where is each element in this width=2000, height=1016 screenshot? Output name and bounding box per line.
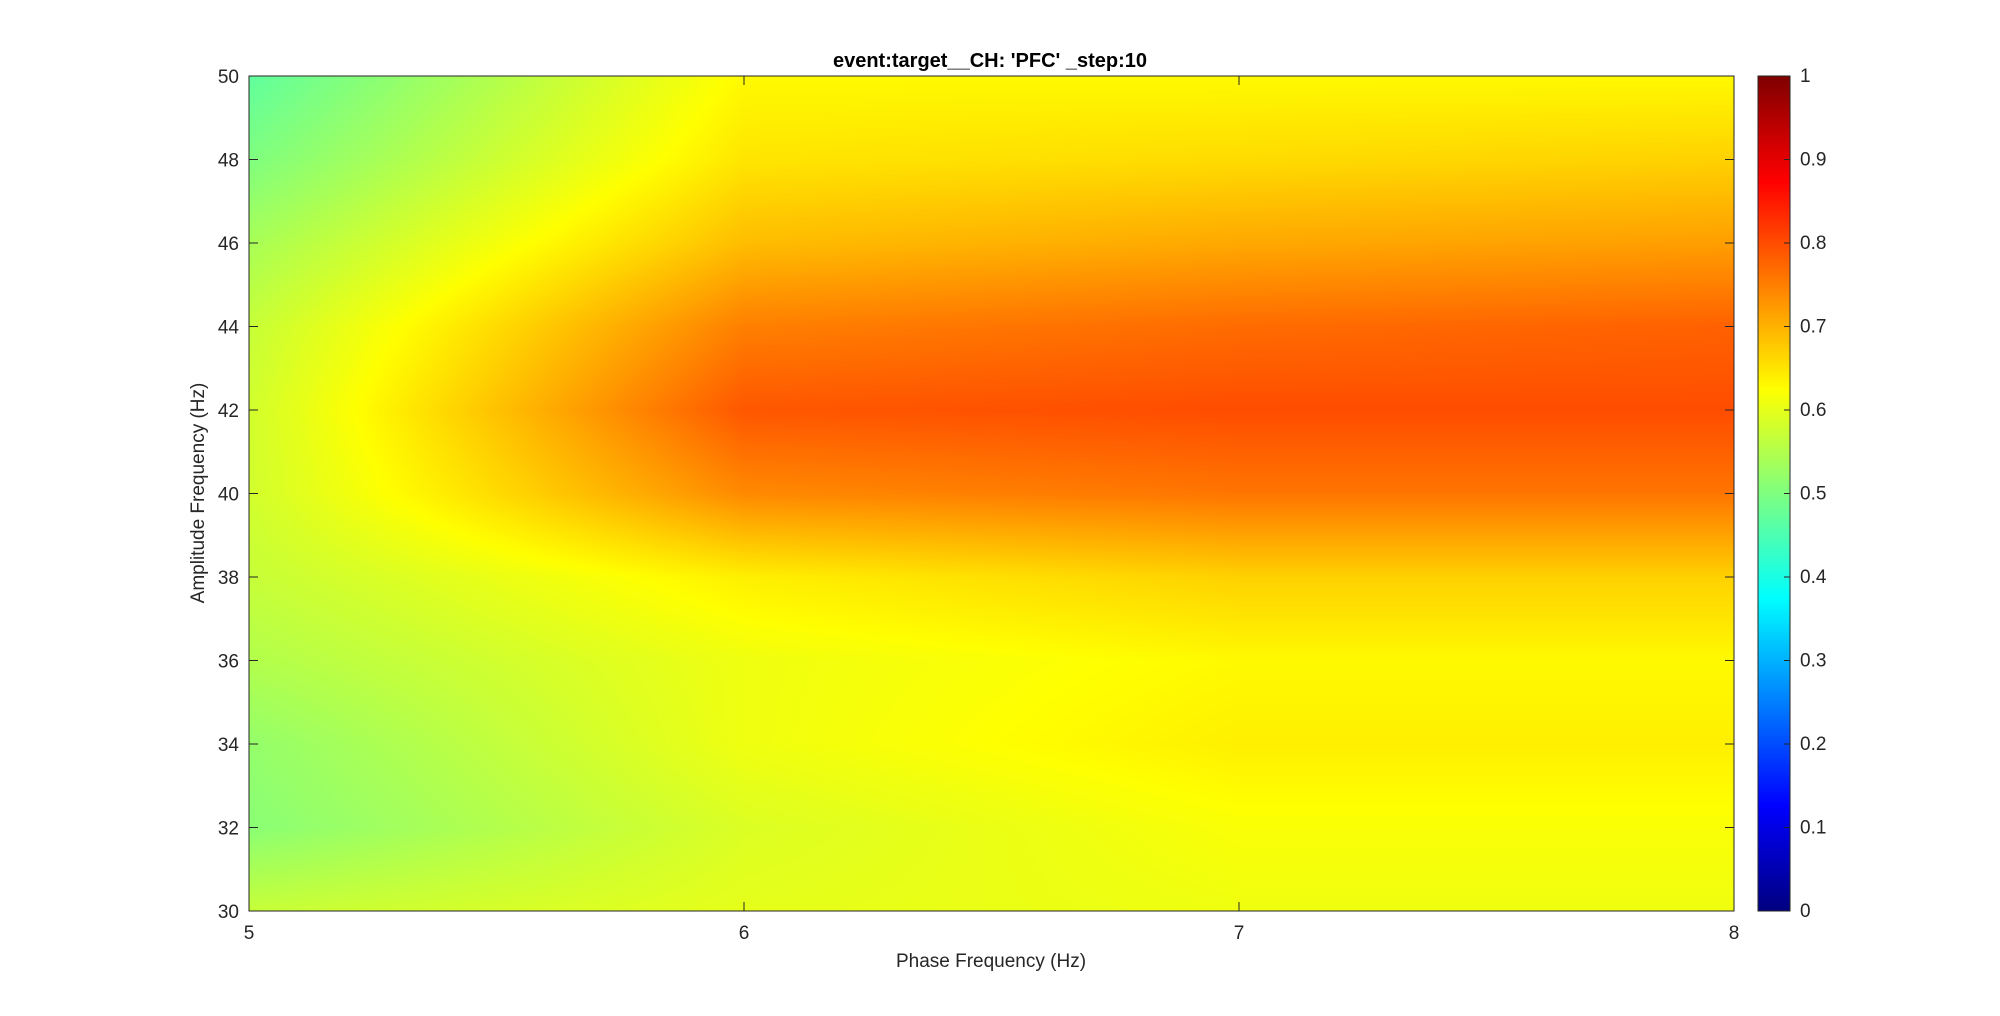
x-tick-label: 8 [1729, 923, 1740, 944]
x-tick-label: 7 [1234, 923, 1245, 944]
colorbar-ticks: 0 0.1 0.2 0.3 0.4 0.5 0.6 0.7 0.8 0.9 1 [1784, 66, 1827, 922]
y-axis: 30 32 34 36 38 40 42 44 46 48 50 [218, 67, 1734, 923]
x-tick-label: 6 [739, 923, 750, 944]
x-tick-label: 5 [244, 923, 255, 944]
colorbar-tick-label: 0 [1800, 901, 1811, 922]
y-tick-label: 40 [218, 485, 239, 506]
y-tick-label: 44 [218, 318, 240, 339]
y-tick-label: 48 [218, 151, 239, 172]
chart-title: event:target__CH: 'PFC' _step:10 [833, 50, 1147, 72]
plot-area [248, 75, 1735, 912]
colorbar-tick-label: 1 [1800, 66, 1811, 87]
colorbar-tick-label: 0.5 [1800, 484, 1826, 505]
y-tick-label: 38 [218, 568, 239, 589]
y-tick-label: 32 [218, 819, 239, 840]
colorbar-tick-label: 0.8 [1800, 233, 1826, 254]
y-tick-label: 42 [218, 401, 239, 422]
colorbar-tick-label: 0.4 [1800, 567, 1827, 588]
colorbar-tick-label: 0.6 [1800, 400, 1826, 421]
y-tick-label: 34 [218, 735, 240, 756]
colorbar-tick-label: 0.1 [1800, 818, 1826, 839]
y-tick-label: 46 [218, 234, 239, 255]
colorbar-tick-label: 0.3 [1800, 651, 1826, 672]
x-axis: 5 6 7 8 [244, 76, 1740, 944]
y-axis-label: Amplitude Frequency (Hz) [188, 383, 209, 604]
colorbar-tick-label: 0.7 [1800, 317, 1826, 338]
colorbar-tick-label: 0.2 [1800, 734, 1826, 755]
y-tick-label: 30 [218, 902, 239, 923]
heatmap-surface [249, 76, 1734, 911]
y-tick-label: 36 [218, 652, 239, 673]
x-axis-label: Phase Frequency (Hz) [896, 951, 1086, 972]
colorbar: 0 0.1 0.2 0.3 0.4 0.5 0.6 0.7 0.8 0.9 1 [1757, 66, 1827, 922]
y-tick-label: 50 [218, 67, 239, 88]
colorbar-tick-label: 0.9 [1800, 150, 1826, 171]
